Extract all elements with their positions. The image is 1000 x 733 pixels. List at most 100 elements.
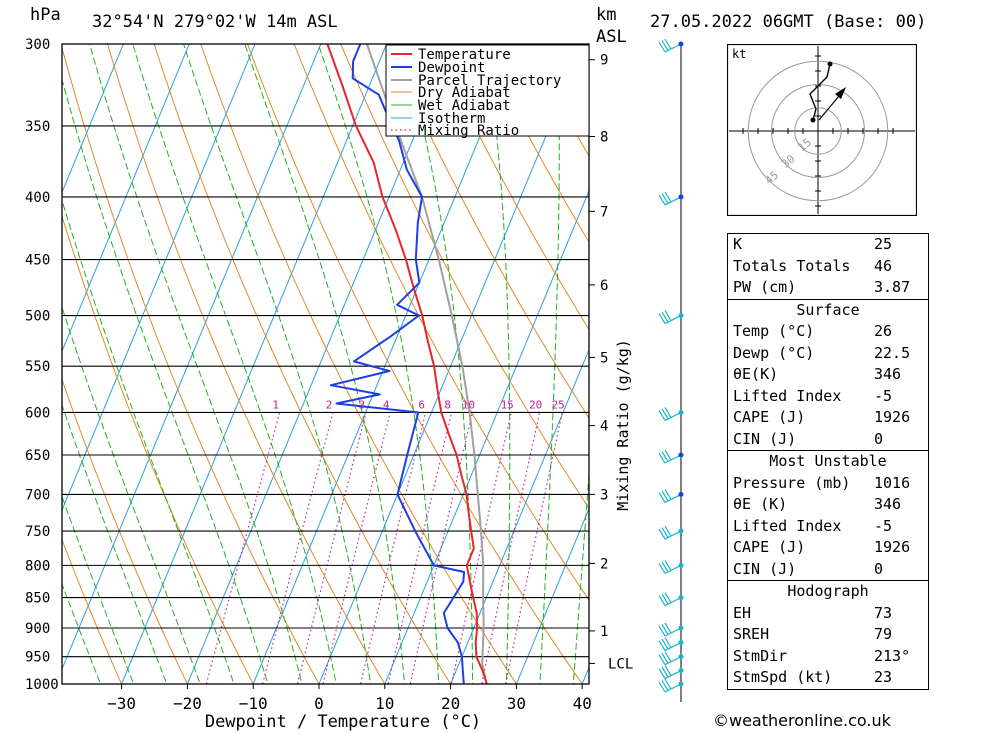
isotherm-line xyxy=(121,44,388,684)
km-tick-label: 2 xyxy=(600,556,608,572)
isotherm-line xyxy=(0,0,98,715)
pw-label: PW (cm) xyxy=(733,278,797,296)
dry-adiabat-line xyxy=(386,44,589,420)
wet-adiabat-line xyxy=(62,582,102,684)
hodograph-unit: kt xyxy=(732,47,746,61)
km-unit-label: km xyxy=(596,5,617,25)
mixing-ratio-label: 1 xyxy=(272,398,279,411)
x-tick-label: 30 xyxy=(507,694,526,713)
surface-cin-label: CIN (J) xyxy=(733,429,797,448)
wind-barb xyxy=(658,560,684,574)
hodograph-ring xyxy=(771,84,865,178)
storm-direction-value: 213° xyxy=(874,646,911,665)
km-tick-label: 1 xyxy=(600,624,608,640)
mixing-ratio-label: 4 xyxy=(383,398,390,411)
hodograph-ring-label: 15 xyxy=(795,136,814,154)
isotherm-line xyxy=(62,44,124,194)
dry-adiabat-line xyxy=(480,44,589,244)
legend-isotherm: Isotherm xyxy=(418,111,485,127)
k-index-value: 25 xyxy=(874,235,893,253)
wind-barb xyxy=(658,665,684,680)
datetime-title: 27.05.2022 06GMT (Base: 00) xyxy=(650,12,927,32)
surface-dewp-label: Dewp (°C) xyxy=(733,343,815,362)
dry-adiabat-line xyxy=(433,44,589,331)
surface-li-label: Lifted Index xyxy=(733,386,842,405)
mixing-ratio-label: 6 xyxy=(418,398,425,411)
dry-adiabat-line xyxy=(922,0,1000,710)
hodograph-ring xyxy=(794,107,842,155)
mixing-ratio-line xyxy=(261,412,334,684)
km-tick-label: 7 xyxy=(600,204,608,220)
dewpoint-line xyxy=(329,44,466,684)
wind-barb xyxy=(658,38,684,53)
km-tick-label: 4 xyxy=(600,419,608,435)
isotherm-line xyxy=(515,507,589,684)
dry-adiabat-line xyxy=(62,46,320,684)
mixing-ratio-label: 25 xyxy=(552,398,565,411)
legend-mixing-ratio: Mixing Ratio xyxy=(418,123,519,139)
mu-cape-label: CAPE (J) xyxy=(733,538,806,556)
hodograph-ring xyxy=(747,60,889,202)
mixing-ratio-label: 10 xyxy=(462,398,475,411)
pressure-tick-label: 700 xyxy=(25,487,50,503)
credit-link[interactable]: ©weatheronline.co.uk xyxy=(713,711,891,730)
wind-barb xyxy=(658,651,684,666)
temperature-line xyxy=(326,44,488,684)
mixing-ratio-line xyxy=(450,412,512,684)
hodograph-trace xyxy=(809,63,831,121)
km-tick-label: 9 xyxy=(600,53,608,69)
isotherm-line xyxy=(62,44,256,512)
legend-parcel: Parcel Trajectory xyxy=(418,73,561,89)
location-title: 32°54'N 279°02'W 14m ASL xyxy=(92,12,338,32)
dry-adiabat-line xyxy=(62,538,123,684)
wind-barb xyxy=(658,449,684,464)
pressure-tick-label: 750 xyxy=(25,524,50,540)
mixing-ratio-line xyxy=(505,412,563,684)
stats-table: K 25 Totals Totals 46 PW (cm) 3.87 Surface … xyxy=(727,233,929,690)
isotherm-line xyxy=(384,189,589,684)
x-tick-label: −10 xyxy=(239,694,268,713)
mu-cin-value: 0 xyxy=(874,559,884,578)
pressure-tick-label: 800 xyxy=(25,558,50,574)
legend-wet-adiabat: Wet Adiabat xyxy=(418,98,511,114)
hodograph-title: Hodograph xyxy=(728,580,928,603)
surface-cin-value: 0 xyxy=(874,429,884,448)
plot-frame xyxy=(61,43,590,685)
km-tick-label: 6 xyxy=(600,278,608,294)
surface-li-value: -5 xyxy=(874,386,893,405)
wind-barb xyxy=(658,191,684,206)
wind-barb xyxy=(658,637,684,652)
mu-cape-value: 1926 xyxy=(874,538,911,556)
storm-speed-value: 23 xyxy=(874,668,893,686)
wind-barb xyxy=(658,678,684,693)
surface-cape-value: 1926 xyxy=(874,408,911,426)
mixing-ratio-axis-title: Mixing Ratio (g/kg) xyxy=(614,339,632,511)
wet-adiabat-line xyxy=(62,495,135,684)
mixing-ratio-label: 20 xyxy=(529,398,542,411)
wind-barb xyxy=(658,592,684,607)
km-tick-label: 3 xyxy=(600,487,608,503)
k-index-label: K xyxy=(733,235,743,253)
mixing-ratio-label: 3 xyxy=(359,398,366,411)
totals-totals-value: 46 xyxy=(874,256,893,275)
mixing-ratio-label: 8 xyxy=(444,398,451,411)
storm-direction-label: StmDir xyxy=(733,646,788,665)
wind-barb xyxy=(658,525,684,540)
mixing-ratio-label: 15 xyxy=(501,398,514,411)
pressure-tick-label: 1000 xyxy=(25,677,59,693)
wind-barb xyxy=(658,489,684,503)
most-unstable-title: Most Unstable xyxy=(728,450,928,473)
legend-temperature: Temperature xyxy=(418,47,511,63)
pressure-tick-label: 850 xyxy=(25,591,50,607)
mu-pressure-label: Pressure (mb) xyxy=(733,473,851,492)
km-tick-label: 5 xyxy=(600,350,608,366)
wind-barb xyxy=(658,407,684,421)
isotherm-line xyxy=(62,44,190,353)
legend-dry-adiabat: Dry Adiabat xyxy=(418,85,511,101)
storm-speed-label: StmSpd (kt) xyxy=(733,668,833,686)
pressure-tick-label: 300 xyxy=(25,37,50,53)
surface-theta-value: 346 xyxy=(874,365,902,383)
mixing-ratio-line xyxy=(481,412,541,684)
